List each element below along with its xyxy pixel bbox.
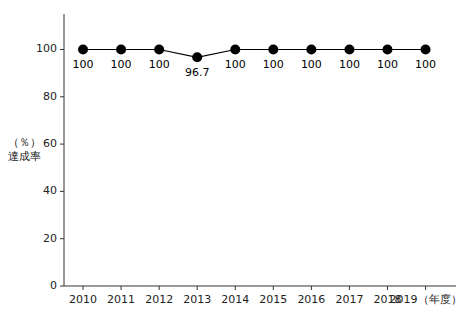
marker <box>78 44 88 54</box>
y-tick <box>60 96 64 97</box>
x-tick-label: 2016 <box>297 293 325 306</box>
data-label: 100 <box>377 58 398 71</box>
x-tick-label: 2014 <box>221 293 249 306</box>
y-axis-line <box>64 14 65 286</box>
x-tick-label: 2019（年度） <box>390 293 462 306</box>
y-tick <box>60 191 64 192</box>
marker <box>192 52 202 62</box>
x-tick-label: 2015 <box>259 293 287 306</box>
x-tick <box>425 286 426 290</box>
x-tick <box>273 286 274 290</box>
data-label: 100 <box>111 58 132 71</box>
chart-container: 0 20 40 60 80 100 2010 2011 2012 2013 2014 2015 2016… <box>0 0 472 318</box>
y-axis-label: （％）達成率 <box>8 136 41 163</box>
x-tick-label: 2010 <box>69 293 97 306</box>
marker <box>268 44 278 54</box>
marker <box>230 44 240 54</box>
data-label: 100 <box>149 58 170 71</box>
marker <box>344 44 354 54</box>
chart: 0 20 40 60 80 100 2010 2011 2012 2013 2014 2015 2016… <box>0 0 472 318</box>
x-tick-label: 2011 <box>107 293 135 306</box>
marker <box>306 44 316 54</box>
x-axis-line <box>64 286 456 287</box>
marker <box>421 44 431 54</box>
x-tick <box>159 286 160 290</box>
y-tick <box>60 144 64 145</box>
y-tick-label: 20 <box>43 232 57 245</box>
marker <box>382 44 392 54</box>
x-tick-label: 2017 <box>335 293 363 306</box>
y-tick <box>60 286 64 287</box>
y-tick-label: 0 <box>50 279 57 292</box>
marker <box>154 44 164 54</box>
data-label: 100 <box>301 58 322 71</box>
y-tick-label: 80 <box>43 90 57 103</box>
y-tick-label: 100 <box>36 42 57 55</box>
data-label: 100 <box>415 58 436 71</box>
y-tick <box>60 238 64 239</box>
line <box>83 49 426 57</box>
data-label: 100 <box>225 58 246 71</box>
x-tick <box>83 286 84 290</box>
data-label: 100 <box>263 58 284 71</box>
x-tick-label: 2012 <box>145 293 173 306</box>
data-label: 100 <box>339 58 360 71</box>
x-tick-label: 2013 <box>183 293 211 306</box>
x-tick <box>349 286 350 290</box>
y-tick-label: 60 <box>43 137 57 150</box>
data-label: 96.7 <box>185 66 210 79</box>
x-tick <box>311 286 312 290</box>
marker <box>116 44 126 54</box>
y-tick <box>60 49 64 50</box>
x-tick <box>387 286 388 290</box>
y-tick-label: 40 <box>43 184 57 197</box>
x-tick <box>235 286 236 290</box>
data-label: 100 <box>73 58 94 71</box>
x-tick <box>197 286 198 290</box>
x-tick <box>121 286 122 290</box>
